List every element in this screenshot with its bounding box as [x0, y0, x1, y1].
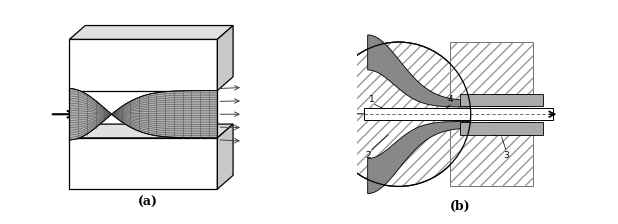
Polygon shape: [450, 42, 533, 106]
Text: 1: 1: [369, 95, 375, 104]
Polygon shape: [491, 122, 533, 135]
Polygon shape: [368, 121, 471, 194]
Text: (b): (b): [450, 200, 471, 213]
Polygon shape: [218, 26, 233, 90]
Polygon shape: [368, 35, 471, 107]
Polygon shape: [69, 26, 233, 39]
Polygon shape: [450, 122, 533, 186]
Polygon shape: [69, 124, 233, 138]
Polygon shape: [69, 39, 218, 90]
Polygon shape: [491, 94, 533, 106]
Circle shape: [326, 42, 471, 186]
Polygon shape: [69, 138, 218, 189]
Polygon shape: [326, 42, 471, 114]
Polygon shape: [363, 108, 553, 120]
Polygon shape: [218, 124, 233, 189]
Text: 4: 4: [447, 95, 453, 104]
Text: 2: 2: [365, 151, 370, 160]
Text: (a): (a): [138, 196, 158, 209]
Text: 3: 3: [503, 151, 509, 160]
Polygon shape: [326, 114, 471, 186]
Polygon shape: [460, 122, 543, 135]
Polygon shape: [69, 89, 218, 140]
Polygon shape: [460, 94, 543, 106]
